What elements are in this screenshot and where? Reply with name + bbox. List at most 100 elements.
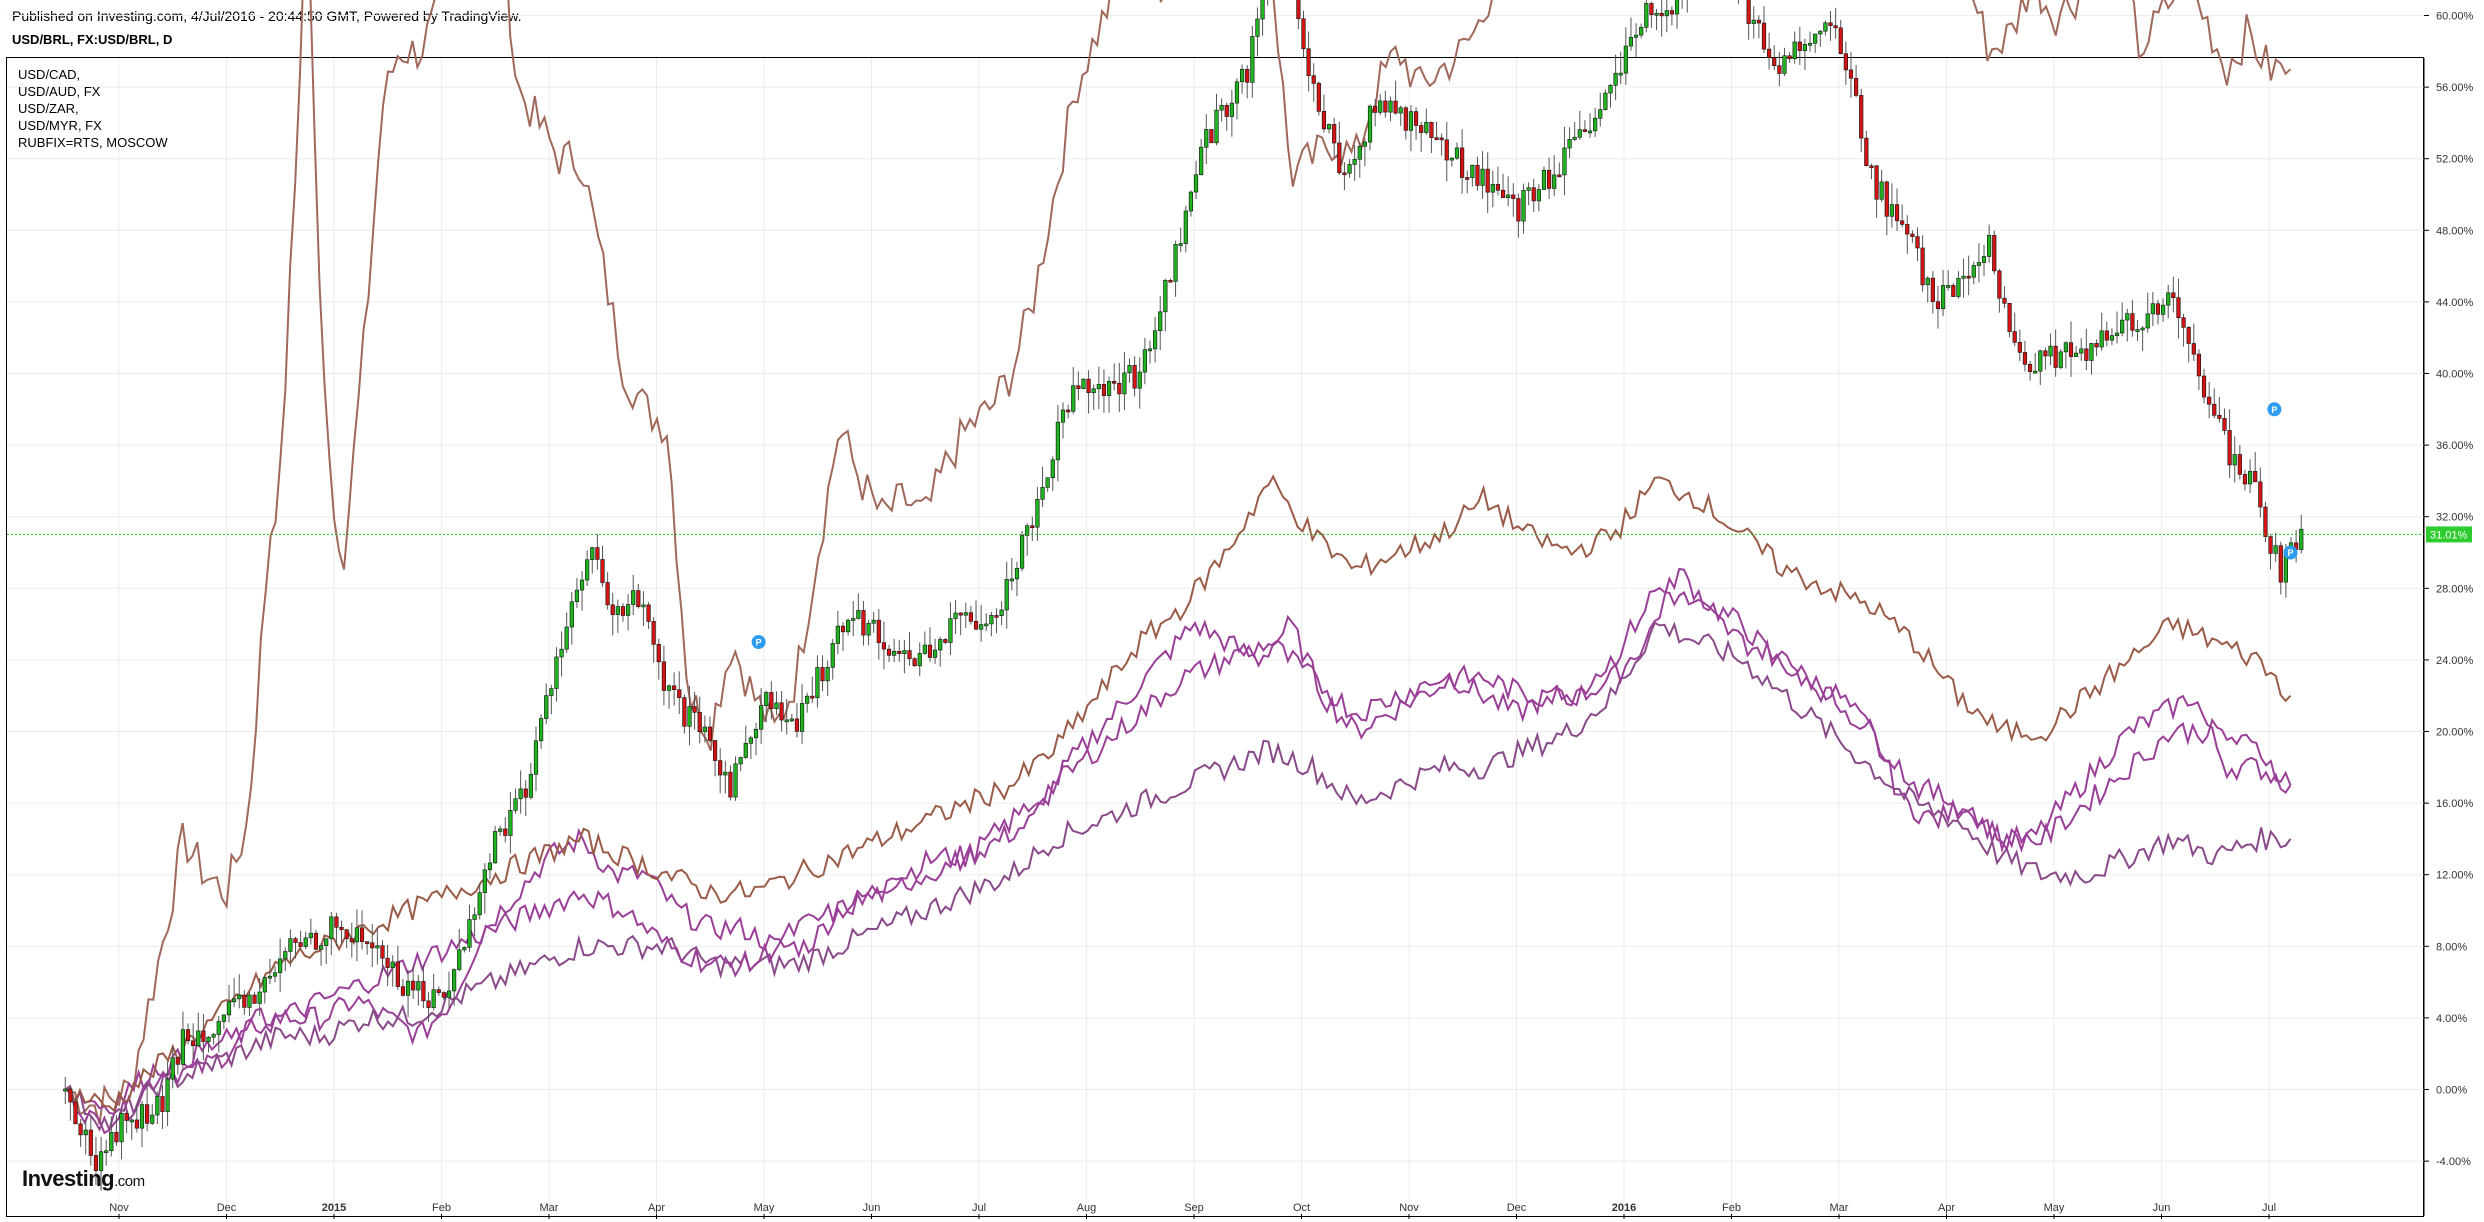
candle-up: [1925, 277, 1930, 286]
candle-up: [574, 589, 580, 603]
candle-up: [2048, 345, 2053, 357]
legend-usdzar[interactable]: USD/ZAR,: [18, 101, 79, 116]
candle-down: [201, 1030, 206, 1042]
candle-down: [1557, 174, 1562, 178]
candle-up: [237, 994, 242, 1000]
candle-down: [682, 697, 687, 727]
candle-up: [999, 609, 1004, 616]
candle-up: [1081, 378, 1086, 389]
candle-up: [405, 980, 411, 996]
candle-down: [1342, 172, 1347, 176]
candle-down: [1951, 285, 1956, 297]
candle-up: [1326, 124, 1332, 130]
candle-down: [1511, 194, 1516, 199]
candle-down: [1838, 27, 1843, 54]
candle-down: [1920, 247, 1925, 286]
candle-down: [595, 547, 600, 560]
candle-up: [462, 947, 467, 951]
candle-down: [1245, 68, 1250, 83]
candle-up: [1234, 81, 1240, 104]
candle-up: [452, 969, 457, 992]
x-tick-label: Sep: [1184, 1202, 1204, 1214]
candle-up: [1229, 102, 1234, 117]
y-tick-label: 40.00%: [2436, 369, 2474, 381]
candle-down: [503, 828, 508, 836]
candle-up: [759, 705, 764, 730]
candle-down: [400, 986, 406, 996]
x-tick-label: 2015: [322, 1202, 346, 1214]
candle-down: [1869, 165, 1874, 169]
candle-up: [1214, 109, 1219, 144]
candle-down: [441, 992, 446, 998]
candle-down: [2094, 343, 2099, 348]
candle-up: [892, 650, 897, 656]
candle-down: [1547, 169, 1552, 189]
series-line: [65, 474, 2292, 1113]
candle-down: [114, 1132, 119, 1143]
candle-down: [1930, 277, 1935, 302]
candle-up: [513, 798, 518, 811]
candle-up: [989, 615, 994, 625]
candle-up: [272, 972, 278, 977]
candle-down: [2084, 348, 2089, 361]
candle-down: [1393, 100, 1398, 114]
candle-down: [191, 1040, 196, 1047]
candle-down: [1403, 107, 1408, 131]
legend-usdmyr[interactable]: USD/MYR, FX: [18, 118, 102, 133]
candle-down: [861, 610, 866, 636]
candle-down: [651, 621, 656, 645]
candle-up: [1818, 30, 1823, 35]
candle-down: [794, 718, 800, 732]
event-marker: [2267, 402, 2282, 417]
candle-up: [585, 559, 590, 581]
candle-up: [180, 1029, 186, 1065]
candle-up: [257, 991, 262, 1004]
candle-down: [2196, 353, 2202, 377]
candle-down: [145, 1104, 150, 1124]
candle-down: [707, 726, 713, 741]
candle-down: [426, 1000, 431, 1008]
candle-down: [2186, 327, 2191, 344]
candle-up: [303, 937, 308, 947]
candle-down: [1761, 22, 1767, 50]
candle-up: [979, 624, 984, 630]
legend-usdcad[interactable]: USD/CAD,: [18, 67, 81, 82]
candle-up: [856, 610, 861, 619]
candle-up: [1137, 371, 1142, 389]
candle-up: [579, 579, 585, 591]
candle-up: [1946, 285, 1951, 288]
candle-up: [165, 1078, 170, 1112]
candle-down: [1884, 181, 1889, 217]
y-tick-label: 56.00%: [2436, 82, 2474, 94]
y-tick-label: 44.00%: [2436, 297, 2474, 309]
candle-up: [1178, 243, 1183, 246]
y-tick-label: 4.00%: [2436, 1013, 2467, 1025]
legend-rubfix[interactable]: RUBFIX=RTS, MOSCOW: [18, 135, 168, 150]
candle-down: [1112, 381, 1117, 384]
candle-down: [2263, 506, 2268, 537]
candle-up: [1153, 330, 1158, 350]
candle-up: [1219, 105, 1224, 111]
candle-down: [2237, 454, 2242, 475]
legend-usdaud[interactable]: USD/AUD, FX: [18, 84, 101, 99]
y-axis: -8.00%-4.00%0.00%4.00%8.00%12.00%16.00%2…: [2423, 11, 2474, 1216]
candle-down: [1777, 65, 1782, 74]
candle-up: [482, 869, 487, 893]
candle-up: [815, 667, 820, 698]
candle-down: [380, 945, 385, 959]
candle-up: [1889, 204, 1895, 217]
candle-down: [605, 582, 610, 606]
candle-up: [1470, 164, 1475, 178]
candle-up: [953, 612, 958, 619]
grid: [7, 15, 2424, 1216]
candle-up: [1879, 181, 1884, 200]
candle-up: [789, 718, 794, 722]
candle-up: [917, 653, 922, 667]
candle-down: [2053, 345, 2058, 368]
last-price-tag: [2426, 526, 2472, 543]
candle-up: [1751, 19, 1756, 24]
candle-down: [1797, 41, 1802, 51]
candle-down: [1460, 147, 1465, 178]
candle-up: [2120, 319, 2125, 334]
